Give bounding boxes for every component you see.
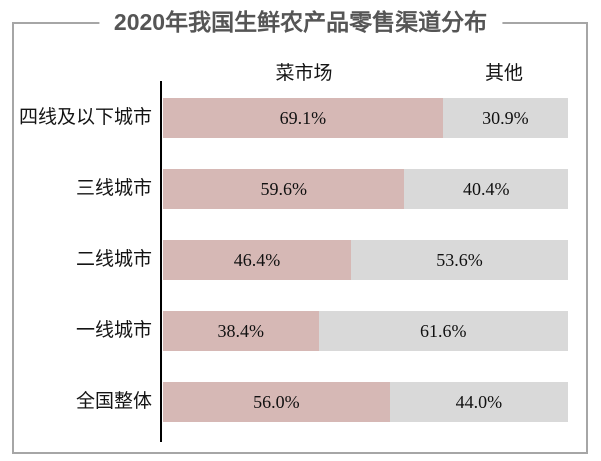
chart-title: 2020年我国生鲜农产品零售渠道分布 <box>98 7 503 37</box>
stacked-bar-row: 38.4% 61.6% <box>163 311 568 351</box>
segment-wet-market: 59.6% <box>163 169 405 209</box>
segment-other: 44.0% <box>389 382 568 422</box>
segment-other: 30.9% <box>442 98 568 138</box>
legend-label-wet-market: 菜市场 <box>275 63 333 84</box>
segment-other: 40.4% <box>404 169 568 209</box>
category-label: 三线城市 <box>75 178 152 199</box>
stacked-bar-row: 59.6% 40.4% <box>163 169 568 209</box>
y-axis-line <box>160 81 162 442</box>
stacked-bar-row: 56.0% 44.0% <box>163 382 568 422</box>
segment-wet-market: 69.1% <box>163 98 443 138</box>
category-label: 全国整体 <box>75 391 152 412</box>
segment-other: 53.6% <box>350 240 568 280</box>
category-label: 四线及以下城市 <box>18 107 152 128</box>
category-label: 二线城市 <box>75 249 152 270</box>
segment-other: 61.6% <box>318 311 568 351</box>
category-label: 一线城市 <box>75 320 152 341</box>
legend-label-other: 其他 <box>484 63 524 84</box>
segment-wet-market: 38.4% <box>163 311 319 351</box>
segment-wet-market: 46.4% <box>163 240 351 280</box>
stacked-bar-row: 46.4% 53.6% <box>163 240 568 280</box>
segment-wet-market: 56.0% <box>163 382 390 422</box>
stacked-bar-row: 69.1% 30.9% <box>163 98 568 138</box>
